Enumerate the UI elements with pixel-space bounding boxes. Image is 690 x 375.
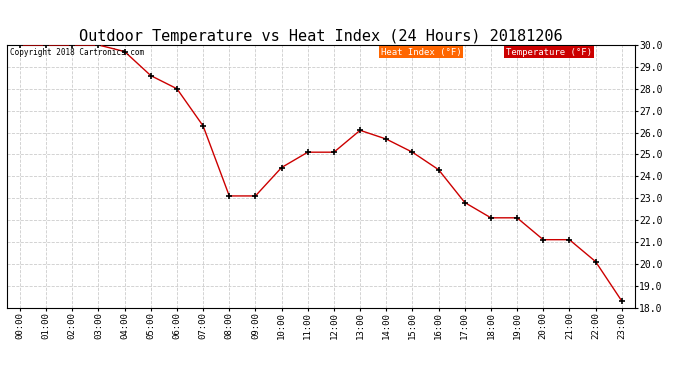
Text: Temperature (°F): Temperature (°F) bbox=[506, 48, 592, 57]
Text: Copyright 2018 Cartronics.com: Copyright 2018 Cartronics.com bbox=[10, 48, 144, 57]
Title: Outdoor Temperature vs Heat Index (24 Hours) 20181206: Outdoor Temperature vs Heat Index (24 Ho… bbox=[79, 29, 562, 44]
Text: Heat Index (°F): Heat Index (°F) bbox=[380, 48, 461, 57]
